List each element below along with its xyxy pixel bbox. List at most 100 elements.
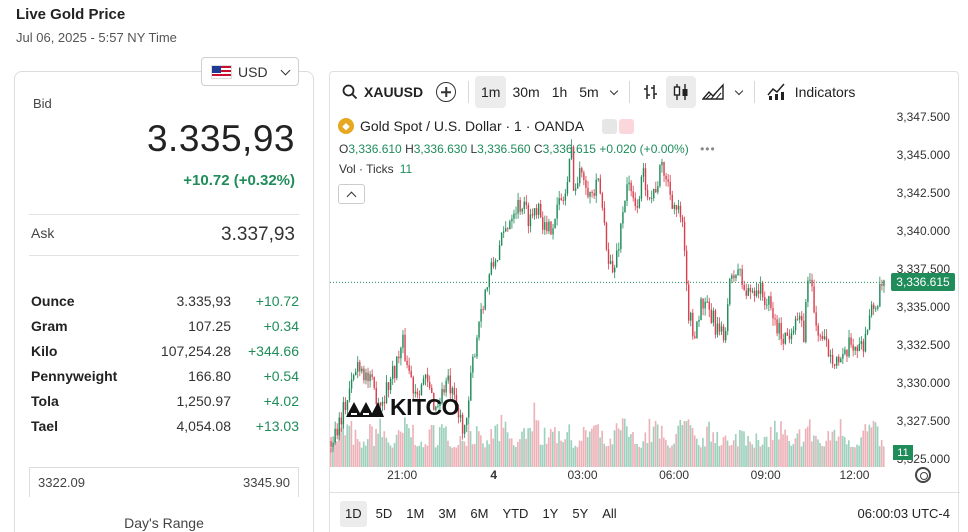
hide-icon[interactable] — [602, 118, 618, 134]
volume-bar — [724, 435, 727, 467]
interval-5m[interactable]: 5m — [579, 84, 599, 100]
volume-bar — [338, 428, 340, 467]
volume-bar — [778, 439, 780, 467]
indicators-button[interactable]: Indicators — [761, 76, 862, 108]
gear-icon[interactable] — [915, 467, 931, 483]
interval-1h[interactable]: 1h — [551, 84, 568, 100]
volume-bar — [554, 427, 556, 467]
candle-body — [359, 362, 361, 372]
volume-bar — [806, 426, 809, 467]
candle-body — [369, 374, 371, 382]
interval-dropdown[interactable] — [605, 76, 623, 108]
x-tick-label: 09:00 — [750, 468, 781, 482]
candle-body — [778, 322, 780, 334]
compare-button[interactable] — [430, 76, 462, 108]
range-all[interactable]: All — [602, 506, 617, 521]
volume-bar — [367, 439, 369, 467]
volume-bar — [642, 441, 645, 467]
y-tick-label: 3,345.000 — [896, 147, 950, 162]
volume-bar — [527, 428, 529, 467]
interval-30m[interactable]: 30m — [512, 84, 540, 100]
candle-body — [439, 403, 441, 407]
price-axis[interactable]: 3,347.500 3,345.000 3,342.500 3,340.000 3,33… — [890, 108, 960, 468]
volume-bar — [500, 414, 503, 467]
x-tick-label: 06:00 — [659, 468, 690, 482]
volume-bar — [471, 444, 474, 467]
volume-bar — [833, 429, 836, 467]
volume-bar — [432, 425, 435, 467]
candle-body — [683, 221, 686, 251]
candle-body — [385, 382, 388, 404]
candle-body — [766, 304, 768, 306]
volume-bar — [533, 402, 536, 467]
range-6m[interactable]: 6M — [470, 506, 489, 521]
volume-bar — [841, 435, 844, 467]
legend-toggles[interactable] — [602, 118, 635, 134]
interval-1m[interactable]: 1m — [475, 76, 507, 108]
candles-style-button[interactable] — [665, 76, 696, 108]
volume-bar — [461, 440, 464, 467]
candle-body — [825, 336, 828, 341]
candle-body — [708, 301, 710, 310]
candle-body — [613, 267, 616, 273]
range-1m[interactable]: 1M — [406, 506, 425, 521]
volume-bar — [623, 418, 626, 467]
price-chart[interactable] — [330, 112, 890, 467]
candle-body — [387, 382, 390, 391]
collapse-legend-button[interactable] — [338, 184, 365, 204]
candle-body — [618, 249, 620, 251]
bar-style-button[interactable] — [636, 76, 666, 108]
volume-bar — [578, 440, 581, 467]
range-5y[interactable]: 5Y — [572, 506, 589, 521]
volume-bar — [864, 424, 867, 467]
candle-body — [626, 184, 628, 201]
volume-bar — [556, 443, 558, 467]
candle-body — [562, 200, 565, 201]
candle-body — [383, 401, 386, 404]
volume-bar — [737, 446, 739, 467]
candle-body — [344, 402, 347, 411]
candle-body — [675, 204, 678, 210]
day-range-label: Day's Range — [124, 515, 204, 531]
candle-body — [704, 301, 706, 309]
candle-body — [496, 260, 499, 261]
candle-body — [601, 193, 604, 208]
candle-body — [494, 260, 497, 267]
candle-body — [422, 378, 425, 385]
candle-body — [459, 414, 462, 418]
candle-body — [864, 333, 867, 352]
volume-bar — [726, 440, 729, 467]
change-value: +0.020 (+0.00%) — [599, 142, 689, 156]
candle-body — [348, 388, 351, 401]
candle-body — [620, 223, 622, 250]
volume-bar — [469, 431, 472, 467]
range-1d[interactable]: 1D — [340, 500, 367, 527]
range-ytd[interactable]: YTD — [502, 506, 529, 521]
more-icon[interactable]: ••• — [700, 142, 716, 156]
volume-bar — [767, 446, 770, 467]
wave-icon[interactable] — [619, 118, 635, 134]
candle-body — [529, 214, 532, 227]
currency-select[interactable]: USD — [201, 57, 299, 86]
range-3m[interactable]: 3M — [438, 506, 457, 521]
symbol-search[interactable]: XAUUSD — [330, 84, 430, 100]
clock[interactable]: 06:00:03 UTC-4 — [857, 506, 951, 521]
candle-body — [829, 354, 832, 357]
y-tick-label: 3,327.500 — [896, 414, 950, 429]
range-5d[interactable]: 5D — [375, 506, 393, 521]
range-1y[interactable]: 1Y — [542, 506, 559, 521]
candle-body — [544, 222, 546, 230]
style-dropdown[interactable] — [730, 76, 748, 108]
volume-bar — [543, 427, 546, 467]
volume-bar — [342, 421, 344, 467]
candle-body — [803, 320, 805, 342]
volume-bar — [510, 438, 513, 467]
volume-bar — [381, 437, 384, 467]
volume-bar — [401, 432, 404, 467]
candle-body — [453, 387, 456, 395]
candle-body — [650, 198, 653, 199]
area-style-button[interactable] — [696, 76, 730, 108]
candle-body — [796, 318, 799, 320]
volume-bar — [827, 431, 830, 467]
volume-bar — [671, 445, 673, 467]
